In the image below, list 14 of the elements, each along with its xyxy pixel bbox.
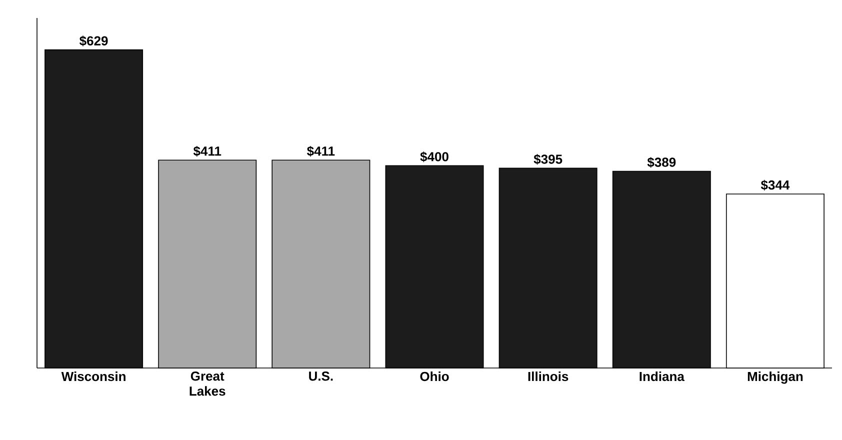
x-tick-label: Indiana	[640, 372, 684, 382]
data-label: $411	[193, 146, 222, 157]
data-label: $344	[760, 180, 790, 190]
data-label: $400	[420, 152, 448, 162]
data-label: $395	[534, 154, 562, 165]
x-tick-label: Great Lakes	[190, 372, 226, 396]
x-tick-label: U.S.	[309, 372, 333, 381]
data-label: $411	[307, 146, 335, 157]
x-tick-label: Michigan	[748, 372, 803, 384]
x-tick-label: Ohio	[420, 372, 449, 382]
data-label: $389	[647, 157, 676, 168]
x-tick-label: Wisconsin	[61, 372, 126, 382]
data-label: $629	[80, 36, 108, 46]
x-tick-label: Illinois	[528, 372, 568, 382]
